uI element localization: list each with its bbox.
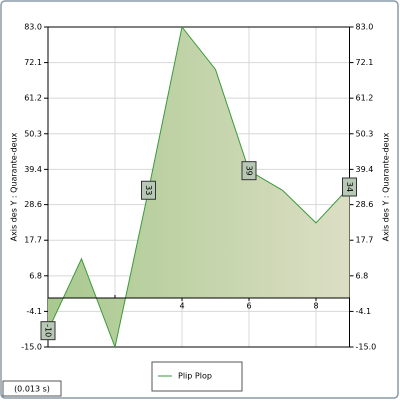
- y-tick-label: 28.6: [24, 200, 42, 209]
- y-tick-label: 17.7: [24, 236, 42, 245]
- area: [48, 27, 350, 347]
- x-tick-label: 8: [313, 302, 318, 311]
- timer: (0.013 s): [14, 385, 50, 394]
- y2-tick-label: 83.0: [356, 23, 374, 32]
- x-tick-label: 4: [179, 302, 184, 311]
- value-label: 34: [345, 182, 354, 192]
- value-label-box: [342, 177, 357, 197]
- value-label: -10: [44, 324, 53, 337]
- y2-tick-label: 6.8: [356, 271, 369, 280]
- legend-label: Plip Plop: [178, 372, 212, 381]
- y2-tick-label: 39.4: [356, 165, 374, 174]
- x-tick-label: 6: [246, 302, 251, 311]
- y2-tick-label: 50.3: [356, 129, 374, 138]
- y-tick-label: 50.3: [24, 129, 42, 138]
- value-label-box: [241, 161, 257, 181]
- y-tick-label: 39.4: [24, 165, 42, 174]
- y-axis-label: Axis des Y : Quarante-deux: [10, 132, 19, 241]
- y2-axis-label: Axis des Y : Quarante-deux: [382, 132, 391, 241]
- value-label-box: [141, 180, 156, 200]
- value-label-box: [40, 321, 56, 341]
- value-label: 33: [144, 185, 153, 195]
- timer-box: [2, 380, 62, 397]
- y-tick-label: 83.0: [24, 23, 42, 32]
- y-tick-label: -4.1: [26, 307, 42, 316]
- y2-tick-label: 72.1: [356, 58, 374, 67]
- y-tick-label: -15.0: [21, 343, 42, 352]
- y-tick-label: 61.2: [24, 94, 42, 103]
- value-label: 39: [245, 166, 254, 176]
- y2-tick-label: 61.2: [356, 94, 374, 103]
- y-tick-label: 6.8: [29, 271, 42, 280]
- y2-tick-label: -4.1: [356, 307, 372, 316]
- y-tick-label: 72.1: [24, 58, 42, 67]
- y2-tick-label: 17.7: [356, 236, 374, 245]
- line: [47, 25, 350, 349]
- y2-tick-label: -15.0: [356, 343, 377, 352]
- y2-tick-label: 28.6: [356, 200, 374, 209]
